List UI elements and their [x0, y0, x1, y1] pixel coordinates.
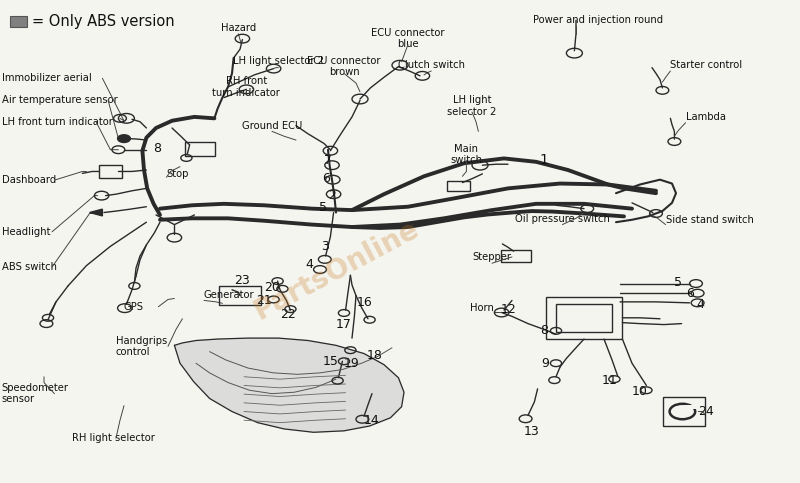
Text: 13: 13 — [523, 425, 539, 438]
Text: Air temperature sensor: Air temperature sensor — [2, 95, 118, 105]
Text: Generator: Generator — [204, 290, 254, 299]
Text: Clutch switch: Clutch switch — [398, 60, 465, 70]
Text: Power and injection round: Power and injection round — [534, 15, 663, 25]
Text: 4: 4 — [306, 258, 314, 270]
Text: 4: 4 — [696, 298, 704, 311]
Bar — [684, 405, 700, 409]
Bar — [219, 286, 261, 305]
Text: 10: 10 — [632, 385, 648, 398]
Bar — [185, 142, 215, 156]
Text: 3: 3 — [321, 240, 329, 253]
Text: RH light selector: RH light selector — [72, 433, 155, 443]
Text: 21: 21 — [256, 295, 272, 307]
Text: 8: 8 — [153, 142, 161, 155]
Text: 23: 23 — [234, 274, 250, 286]
Text: 11: 11 — [602, 374, 618, 386]
Text: ECU connector
blue: ECU connector blue — [371, 28, 445, 49]
Text: 22: 22 — [280, 309, 296, 321]
Text: Side stand switch: Side stand switch — [666, 215, 754, 225]
Bar — [447, 181, 470, 191]
Text: Starter control: Starter control — [670, 60, 742, 70]
Text: 8: 8 — [540, 325, 548, 337]
Text: 9: 9 — [542, 357, 550, 369]
Bar — [546, 297, 622, 339]
Text: Main
switch: Main switch — [450, 144, 482, 165]
Text: 17: 17 — [336, 318, 352, 331]
Polygon shape — [90, 209, 102, 216]
Text: Speedometer
sensor: Speedometer sensor — [2, 383, 69, 404]
Bar — [501, 250, 531, 262]
Text: Oil pressure switch: Oil pressure switch — [515, 214, 610, 224]
Text: Handgrips
control: Handgrips control — [116, 336, 167, 357]
Text: Lambda: Lambda — [686, 112, 726, 122]
Text: Immobilizer aerial: Immobilizer aerial — [2, 73, 91, 83]
Text: 7: 7 — [324, 155, 332, 167]
Text: 6: 6 — [322, 172, 330, 185]
Text: 16: 16 — [357, 297, 373, 309]
Text: LH light selector 2: LH light selector 2 — [233, 57, 324, 66]
Text: 18: 18 — [366, 349, 382, 361]
Text: Horn: Horn — [470, 303, 494, 313]
Circle shape — [118, 135, 130, 142]
Bar — [10, 16, 27, 27]
Polygon shape — [174, 338, 404, 432]
Text: GPS: GPS — [124, 302, 144, 312]
Text: LH front turn indicator: LH front turn indicator — [2, 117, 113, 127]
Text: = Only ABS version: = Only ABS version — [32, 14, 174, 29]
Bar — [556, 304, 612, 332]
Text: 12: 12 — [501, 303, 517, 315]
Text: 14: 14 — [364, 414, 380, 426]
Text: 1: 1 — [539, 154, 549, 167]
Text: Dashboard: Dashboard — [2, 175, 56, 185]
Text: LH light
selector 2: LH light selector 2 — [447, 96, 497, 117]
Text: 5: 5 — [674, 276, 682, 289]
Text: PartsOnline: PartsOnline — [249, 215, 423, 326]
Text: 15: 15 — [322, 355, 338, 368]
Text: 2: 2 — [328, 189, 336, 201]
Text: Hazard: Hazard — [221, 23, 256, 33]
Bar — [663, 397, 705, 426]
Text: Ground ECU: Ground ECU — [242, 121, 302, 130]
Text: Stop: Stop — [166, 169, 189, 179]
Bar — [99, 165, 122, 177]
Text: RH front
turn indicator: RH front turn indicator — [213, 76, 280, 98]
Text: 24: 24 — [698, 405, 714, 418]
Text: 20: 20 — [264, 281, 280, 294]
Text: ABS switch: ABS switch — [2, 262, 57, 272]
Text: Headlight: Headlight — [2, 227, 50, 237]
Text: 19: 19 — [344, 357, 360, 369]
Text: 5: 5 — [319, 201, 327, 214]
Text: Stepper: Stepper — [473, 253, 511, 262]
Text: 6: 6 — [686, 287, 694, 299]
Text: ECU connector
brown: ECU connector brown — [307, 56, 381, 77]
